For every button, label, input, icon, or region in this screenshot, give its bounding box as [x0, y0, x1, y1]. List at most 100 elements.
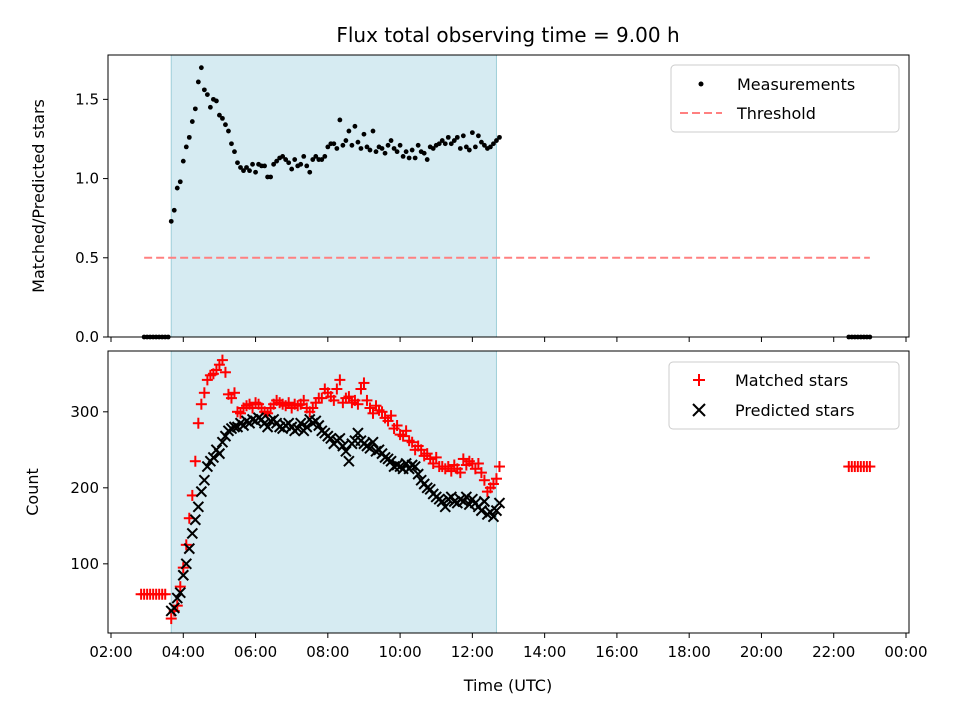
- predicted-star-point: [439, 501, 451, 513]
- measurement-point: [412, 155, 418, 161]
- bottom-x-tick-label: 14:00: [523, 643, 566, 661]
- predicted-star-point: [264, 415, 277, 427]
- bottom-x-tick-label: 22:00: [812, 643, 855, 661]
- measurement-point: [448, 141, 454, 147]
- top-y-tick-label: 1.0: [75, 170, 99, 188]
- matched-star-point: [355, 383, 367, 395]
- measurement-point: [274, 158, 280, 164]
- measurement-point: [238, 165, 243, 170]
- matched-star-point: [445, 465, 457, 477]
- predicted-star-point: [216, 436, 229, 448]
- predicted-x-b: [192, 501, 205, 513]
- measurement-point: [469, 130, 475, 136]
- predicted-star-point: [228, 421, 241, 433]
- top-y-tick-label: 0.0: [75, 328, 99, 346]
- measurement-point: [364, 144, 370, 150]
- predicted-star-point: [436, 495, 448, 508]
- measurement-point: [334, 146, 340, 151]
- predicted-x-b: [207, 451, 220, 464]
- measurement-point: [397, 142, 403, 148]
- top-y-axis: 0.0 0.5 1.0 1.5: [75, 90, 108, 346]
- predicted-star-point: [406, 459, 418, 471]
- predicted-x-b: [168, 602, 180, 614]
- matched-star-point: [385, 410, 397, 422]
- measurement-point: [217, 112, 222, 118]
- matched-star-point: [367, 407, 379, 419]
- bottom-x-tick-label: 04:00: [162, 643, 205, 661]
- matched-star-point: [316, 392, 328, 404]
- bottom-plot-frame: [107, 350, 910, 634]
- predicted-star-point: [487, 510, 500, 523]
- measurement-point: [391, 146, 397, 151]
- measurement-point: [235, 160, 240, 166]
- measurement-point: [352, 123, 358, 129]
- predicted-x-b: [493, 497, 506, 509]
- measurement-point: [171, 207, 177, 213]
- predicted-star-point: [493, 497, 506, 509]
- measurement-point: [394, 149, 400, 155]
- measurement-point: [262, 163, 267, 169]
- measurement-point: [201, 87, 207, 93]
- chart-title: Flux total observing time = 9.00 h: [336, 23, 679, 47]
- measurement-point: [319, 157, 325, 162]
- top-y-tick-label: 1.5: [75, 90, 99, 108]
- bottom-x-axis: 02:00 04:00 06:00 08:00 10:00 12:00 14:00 16:00…: [89, 633, 928, 661]
- predicted-x-b: [370, 445, 382, 458]
- measurement-point: [439, 138, 445, 143]
- legend-matched-label: Matched stars: [735, 371, 848, 390]
- measurement-point: [497, 134, 502, 140]
- bottom-y-tick-label: 200: [70, 479, 99, 497]
- measurement-point: [361, 131, 367, 137]
- matched-star-point: [454, 467, 466, 479]
- predicted-x-b: [195, 485, 208, 498]
- bottom-x-tick-label: 16:00: [595, 643, 638, 661]
- bottom-x-tick-label: 06:00: [234, 643, 277, 661]
- matched-star-point: [195, 398, 207, 410]
- measurement-point: [310, 157, 316, 162]
- predicted-star-point: [334, 432, 346, 445]
- matched-star-point: [427, 457, 439, 469]
- measurement-point: [346, 128, 352, 134]
- measurement-point: [250, 161, 255, 167]
- predicted-x-b: [219, 430, 232, 442]
- measurement-point: [283, 157, 289, 162]
- bottom-y-axis: 100 200 300: [70, 403, 108, 573]
- measurement-point: [183, 144, 189, 150]
- bottom-x-tick-label: 10:00: [378, 643, 421, 661]
- predicted-x-b: [189, 514, 202, 526]
- measurement-point: [192, 106, 198, 112]
- measurement-point: [463, 144, 469, 150]
- predicted-x-b: [364, 442, 376, 455]
- matched-star-point: [328, 394, 340, 406]
- measurement-point: [367, 147, 373, 153]
- measurement-point: [304, 163, 310, 169]
- measurement-point: [454, 134, 460, 140]
- predicted-star-point: [183, 542, 196, 555]
- predicted-star-point: [195, 485, 208, 498]
- predicted-star-point: [189, 514, 202, 526]
- measurement-point: [331, 141, 337, 147]
- predicted-x-b: [340, 445, 352, 458]
- measurement-point: [337, 117, 343, 123]
- measurement-point: [373, 149, 379, 155]
- bottom-y-tick-label: 300: [70, 403, 99, 421]
- predicted-x-b: [171, 592, 183, 604]
- measurement-point: [198, 65, 204, 71]
- predicted-x-b: [421, 482, 433, 494]
- predicted-x-b: [445, 491, 457, 503]
- predicted-star-point: [177, 569, 189, 581]
- legend-threshold-label: Threshold: [736, 104, 816, 123]
- predicted-star-point: [409, 460, 421, 473]
- predicted-star-point: [490, 504, 503, 517]
- measurement-point: [466, 147, 472, 153]
- measurement-point: [180, 158, 186, 164]
- predicted-star-point: [352, 427, 364, 439]
- measurement-point: [358, 146, 364, 151]
- predicted-x-b: [198, 474, 211, 486]
- predicted-star-point: [192, 501, 205, 513]
- matched-star-point: [391, 419, 403, 431]
- bottom-x-tick-label: 20:00: [740, 643, 783, 661]
- predicted-star-point: [207, 451, 220, 464]
- predicted-star-point: [325, 432, 337, 445]
